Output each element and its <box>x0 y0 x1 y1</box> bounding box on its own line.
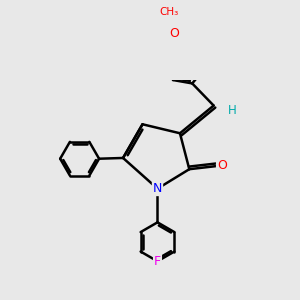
Text: F: F <box>154 255 161 268</box>
Text: O: O <box>169 27 179 40</box>
Text: N: N <box>153 182 162 195</box>
Text: O: O <box>217 159 227 172</box>
Text: H: H <box>228 103 237 116</box>
Text: CH₃: CH₃ <box>159 7 178 17</box>
